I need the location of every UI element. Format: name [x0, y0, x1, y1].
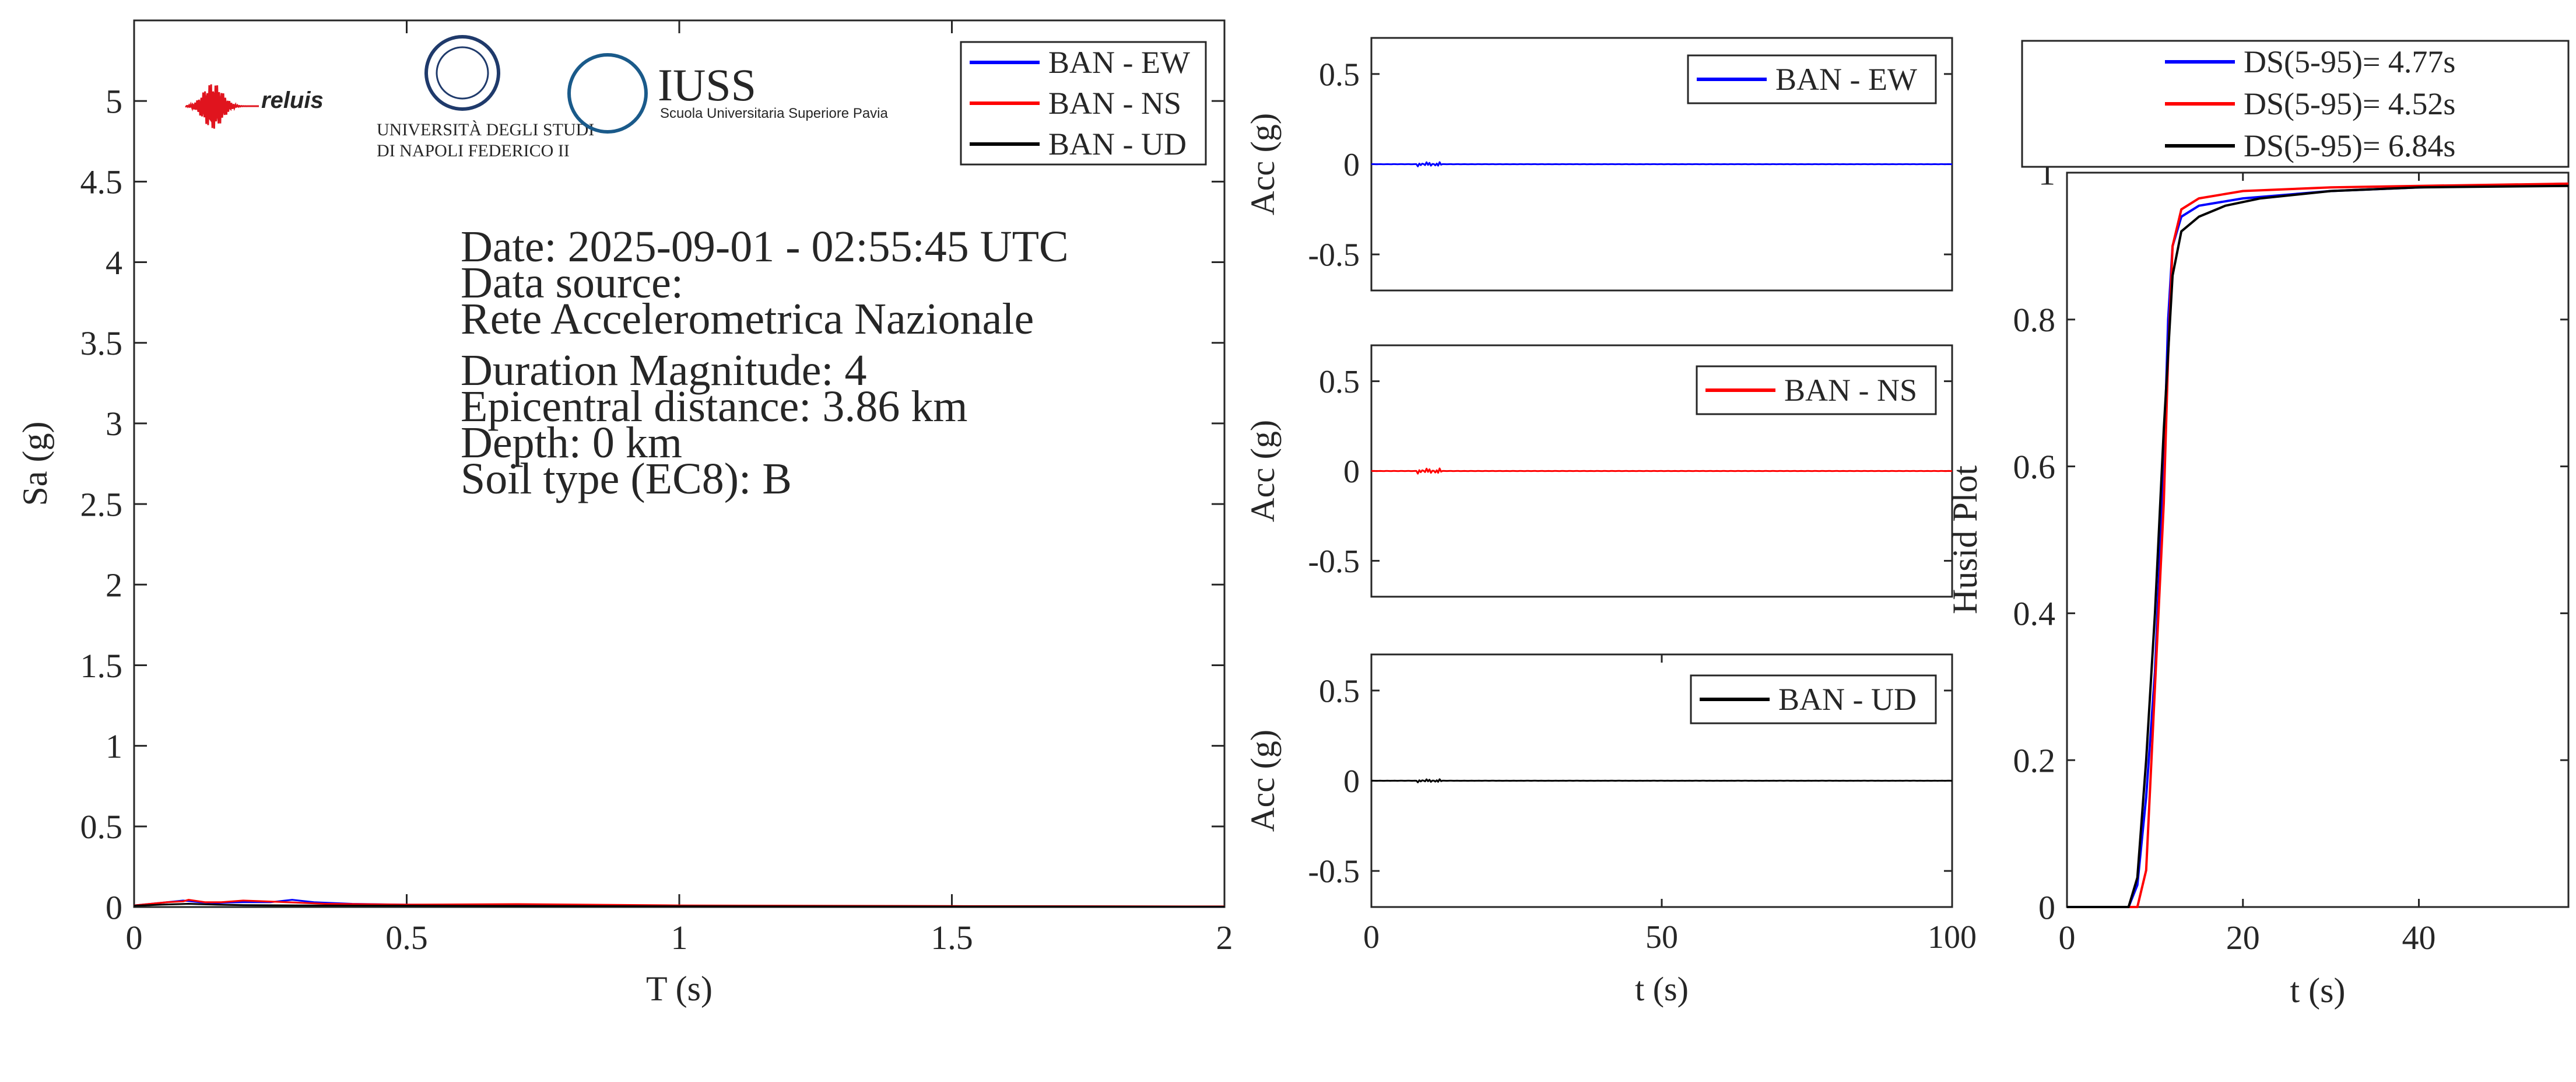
spectra-xtick-label: 2 [1216, 919, 1233, 957]
spectra-ytick-label: 4.5 [80, 163, 123, 201]
info-source: Rete Accelerometrica Nazionale [461, 295, 1034, 344]
unina-logo: UNIVERSITÀ DEGLI STUDI DI NAPOLI FEDERIC… [377, 35, 594, 160]
husid-series-2 [2067, 184, 2569, 908]
acc-ud-ytick-label: -0.5 [1308, 854, 1360, 890]
husid-ylabel: Husid Plot [1946, 465, 1984, 614]
spectra-legend-label: BAN - UD [1048, 127, 1187, 162]
spectra-series-1 [134, 899, 1225, 908]
acc-ew-legend-label: BAN - EW [1775, 62, 1917, 97]
spectra-ytick-label: 5 [106, 82, 122, 120]
panels: 00.511.522.533.544.550 0.5 1 1.5 2Sa (g)T (s… [16, 19, 2570, 1010]
spectra-ytick-label: 2 [106, 566, 122, 604]
unina-seal [424, 35, 500, 111]
acc-ns-series-0 [1371, 467, 1953, 475]
spectra-legend: BAN - EW BAN - NS BAN - UD [960, 41, 1207, 166]
acc-ud-ylabel: Acc (g) [1244, 730, 1282, 832]
acc-ns-ytick-label: 0.5 [1319, 364, 1360, 400]
husid-ytick-label: 0.4 [2013, 595, 2056, 633]
acc-ud-xtick-label: 50 [1645, 919, 1678, 955]
info-magnitude: Duration Magnitude: 4 [461, 346, 867, 395]
panel-acc-ns: -0.5 0 0.5 Acc (g) BAN - NS [1244, 344, 1953, 598]
acc-ew-ytick-label: 0 [1343, 147, 1360, 183]
acc-ud-xtick-label: 100 [1928, 919, 1977, 955]
husid-xtick-label: 20 [2226, 919, 2260, 957]
info-depth: Depth: 0 km [461, 418, 682, 467]
info-source-label: Data source: [461, 258, 683, 307]
info-block: Date: 2025-09-01 - 02:55:45 UTC Data sou… [461, 222, 1069, 503]
husid-legend: DS(5-95)= 4.77s DS(5-95)= 4.52s DS(5-95)= … [2021, 40, 2570, 168]
spectra-xlabel: T (s) [646, 969, 713, 1008]
iuss-logo: IUSS Scuola Universitaria Superiore Pavi… [567, 53, 889, 134]
spectra-legend-label: BAN - NS [1048, 86, 1181, 121]
acc-ns-ytick-label: 0 [1343, 454, 1360, 490]
husid-ytick-label: 0.8 [2013, 301, 2056, 339]
spectra-legend-label: BAN - EW [1048, 45, 1190, 80]
husid-ytick-label: 0.2 [2013, 742, 2056, 780]
unina-seal-inner [436, 46, 489, 100]
acc-ud-ytick-label: 0.5 [1319, 673, 1360, 709]
acc-ns-ytick-label: -0.5 [1308, 544, 1360, 580]
acc-ud-series-0 [1371, 778, 1953, 783]
reluis-logo-text: reluis [261, 87, 324, 113]
husid-legend-label: DS(5-95)= 4.52s [2244, 86, 2455, 121]
spectra-series-2 [134, 903, 1225, 908]
spectra-ytick-label: 3.5 [80, 324, 123, 362]
acc-ew-ytick-label: -0.5 [1308, 237, 1360, 274]
acc-ew-series-0 [1371, 161, 1953, 167]
spectra-ytick-label: 1 [106, 727, 122, 765]
iuss-logo-subtitle: Scuola Universitaria Superiore Pavia [660, 106, 889, 121]
unina-logo-line1: UNIVERSITÀ DEGLI STUDI [377, 120, 594, 139]
husid-legend-label: DS(5-95)= 4.77s [2244, 44, 2455, 79]
spectra-axes-box [133, 19, 1226, 908]
spectra-xtick-label: 0 [126, 919, 143, 957]
husid-xlabel: t (s) [2290, 971, 2346, 1010]
husid-ytick-label: 0 [2038, 888, 2055, 926]
husid-ytick-label: 0.6 [2013, 448, 2056, 486]
husid-series-1 [2067, 182, 2569, 908]
panel-spectra: 0 0.5 1 1.5 2 2.5 3 3.5 4 4.5 5 0 0.5 1 1.5 2 Sa (g) T (s… [16, 19, 1233, 1008]
husid-legend-box [2021, 40, 2570, 168]
spectra-xtick-label: 1.5 [931, 919, 973, 957]
husid-xtick-label: 0 [2059, 919, 2076, 957]
acc-ud-ytick-label: 0 [1343, 764, 1360, 800]
spectra-ylabel: Sa (g) [16, 422, 54, 506]
acc-ew-ytick-label: 0.5 [1319, 57, 1360, 93]
husid-legend-label: DS(5-95)= 6.84s [2244, 128, 2455, 163]
iuss-logo-title: IUSS [658, 59, 756, 110]
spectra-ytick-label: 0.5 [80, 808, 123, 846]
spectra-xtick-label: 0.5 [385, 919, 428, 957]
acc-ud-legend: BAN - UD [1690, 674, 1937, 724]
husid-xtick-label: 40 [2402, 919, 2436, 957]
spectra-ytick-label: 2.5 [80, 485, 123, 523]
spectra-ytick-label: 3 [106, 405, 122, 443]
acc-ns-ylabel: Acc (g) [1244, 420, 1282, 523]
spectra-xtick-label: 1 [671, 919, 688, 957]
acc-ns-legend: BAN - NS [1696, 365, 1937, 415]
panel-acc-ew: -0.5 0 0.5 Acc (g) BAN - EW [1244, 37, 1953, 292]
spectra-ytick-label: 1.5 [80, 647, 123, 685]
iuss-emblem [567, 53, 648, 134]
unina-logo-line2: DI NAPOLI FEDERICO II [377, 141, 570, 160]
info-distance: Epicentral distance: 3.86 km [461, 382, 968, 431]
spectra-ytick-label: 0 [106, 888, 122, 926]
spectra-ytick-label: 4 [106, 244, 122, 282]
reluis-logo: reluis [185, 84, 324, 129]
acc-ud-xtick-label: 0 [1363, 919, 1380, 955]
reluis-wave [185, 84, 259, 129]
husid-axes-box [2066, 171, 2570, 908]
acc-ud-xlabel: t (s) [1635, 970, 1689, 1008]
acc-ew-legend: BAN - EW [1687, 54, 1937, 104]
acc-ud-legend-label: BAN - UD [1778, 682, 1917, 717]
acc-ns-legend-label: BAN - NS [1784, 373, 1917, 408]
info-date: Date: 2025-09-01 - 02:55:45 UTC [461, 222, 1069, 271]
acc-ew-ylabel: Acc (g) [1244, 113, 1282, 216]
info-soil: Soil type (EC8): B [461, 454, 792, 503]
